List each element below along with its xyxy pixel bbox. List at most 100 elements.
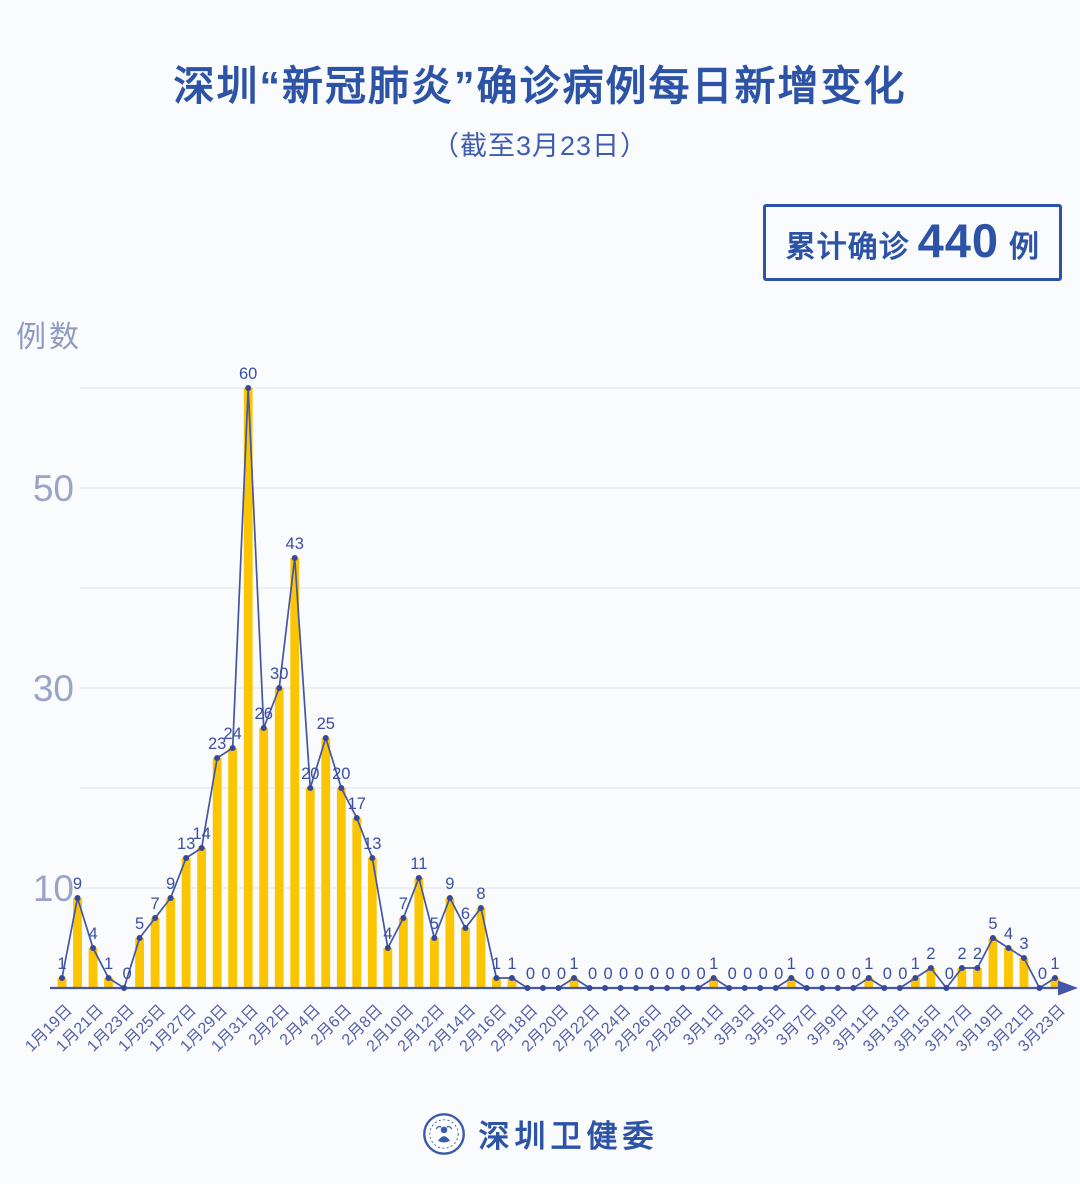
bar bbox=[864, 978, 874, 988]
value-label: 5 bbox=[135, 915, 144, 933]
page-header: 深圳“新冠肺炎”确诊病例每日新增变化 （截至3月23日） bbox=[0, 0, 1080, 163]
data-point-dot bbox=[741, 985, 748, 991]
value-label: 0 bbox=[1038, 965, 1047, 983]
bar bbox=[910, 978, 920, 988]
data-point-dot bbox=[865, 975, 872, 981]
value-label: 2 bbox=[926, 945, 935, 963]
bar bbox=[988, 938, 998, 988]
x-tick-label: 1月27日 bbox=[146, 1002, 200, 1056]
x-tick-label: 3月7日 bbox=[773, 1002, 820, 1049]
value-label: 1 bbox=[787, 955, 796, 973]
value-label: 0 bbox=[836, 965, 845, 983]
value-label: 1 bbox=[709, 955, 718, 973]
value-label: 9 bbox=[166, 875, 175, 893]
bar bbox=[104, 978, 113, 988]
data-point-dot bbox=[446, 895, 453, 901]
data-point-dot bbox=[477, 905, 484, 911]
value-label: 0 bbox=[759, 965, 768, 983]
value-label: 0 bbox=[852, 965, 861, 983]
bar bbox=[709, 978, 719, 988]
data-point-dot bbox=[90, 945, 97, 951]
bar bbox=[367, 858, 377, 988]
bar bbox=[166, 898, 176, 988]
value-label: 60 bbox=[239, 365, 257, 383]
value-label: 0 bbox=[821, 965, 830, 983]
value-label: 0 bbox=[666, 965, 675, 983]
value-label: 6 bbox=[461, 905, 470, 923]
data-point-dot bbox=[927, 965, 934, 971]
bar bbox=[445, 898, 455, 988]
value-label: 20 bbox=[301, 765, 319, 783]
data-point-dot bbox=[788, 975, 795, 981]
data-point-dot bbox=[260, 725, 267, 731]
x-tick-label: 1月21日 bbox=[53, 1002, 107, 1056]
page-subtitle: （截至3月23日） bbox=[431, 131, 649, 161]
value-label: 0 bbox=[619, 965, 628, 983]
bar bbox=[429, 938, 439, 988]
bar bbox=[321, 738, 331, 988]
data-point-dot bbox=[369, 855, 376, 861]
bar bbox=[957, 968, 967, 988]
data-point-dot bbox=[989, 935, 996, 941]
data-point-dot bbox=[167, 895, 174, 901]
data-point-dot bbox=[664, 985, 671, 991]
value-label: 1 bbox=[507, 955, 516, 973]
bar bbox=[414, 878, 424, 988]
trend-line bbox=[61, 387, 1056, 990]
data-point-dot bbox=[757, 985, 764, 991]
value-label: 0 bbox=[526, 965, 535, 983]
x-tick-label: 3月19日 bbox=[953, 1002, 1007, 1056]
value-label: 0 bbox=[883, 965, 892, 983]
value-label: 14 bbox=[192, 825, 210, 843]
value-label: 1 bbox=[104, 955, 113, 973]
value-label: 7 bbox=[399, 895, 408, 913]
x-tick-label: 2月28日 bbox=[643, 1002, 697, 1056]
x-tick-label: 2月16日 bbox=[457, 1002, 511, 1056]
value-label: 0 bbox=[122, 965, 131, 983]
badge-prefix-label: 累计确诊 bbox=[785, 231, 910, 264]
value-label: 1 bbox=[492, 955, 501, 973]
value-label: 3 bbox=[1019, 935, 1028, 953]
data-point-dot bbox=[183, 855, 190, 861]
data-point-dot bbox=[400, 915, 407, 921]
bar bbox=[73, 898, 82, 988]
data-point-dot bbox=[834, 985, 841, 991]
bar bbox=[305, 788, 315, 988]
x-tick-label: 1月23日 bbox=[84, 1002, 138, 1056]
data-point-dot bbox=[245, 385, 252, 391]
data-point-dot bbox=[214, 755, 221, 761]
x-tick-label: 3月9日 bbox=[804, 1002, 851, 1049]
badge-suffix-label: 例 bbox=[1009, 231, 1039, 264]
bar bbox=[1050, 978, 1060, 988]
org-name: 深圳卫健委 bbox=[478, 1119, 659, 1154]
value-label: 0 bbox=[650, 965, 659, 983]
data-point-dot bbox=[679, 985, 686, 991]
data-point-dot bbox=[602, 985, 609, 991]
x-tick-label: 3月23日 bbox=[1015, 1002, 1069, 1056]
bar bbox=[135, 938, 144, 988]
x-tick-label: 2月4日 bbox=[277, 1002, 324, 1049]
value-label: 25 bbox=[317, 715, 335, 733]
value-label: 8 bbox=[476, 885, 485, 903]
data-point-dot bbox=[415, 875, 422, 881]
bar bbox=[243, 388, 253, 988]
data-point-dot bbox=[121, 985, 128, 991]
x-tick-label: 3月1日 bbox=[680, 1002, 727, 1049]
data-point-dot bbox=[462, 925, 469, 931]
x-tick-label: 2月26日 bbox=[612, 1002, 666, 1056]
x-tick-label: 2月2日 bbox=[246, 1002, 293, 1049]
data-point-dot bbox=[136, 935, 143, 941]
value-label: 0 bbox=[541, 965, 550, 983]
value-label: 5 bbox=[988, 915, 997, 933]
data-point-dot bbox=[198, 845, 205, 851]
bar bbox=[352, 818, 362, 988]
data-point-dot bbox=[493, 975, 500, 981]
bar bbox=[197, 848, 207, 988]
value-label: 20 bbox=[332, 765, 350, 783]
x-tick-label: 3月3日 bbox=[711, 1002, 758, 1049]
x-tick-label: 2月8日 bbox=[339, 1002, 386, 1049]
x-tick-label: 3月21日 bbox=[984, 1002, 1038, 1056]
x-tick-label: 2月12日 bbox=[395, 1002, 449, 1056]
page-footer: 深圳卫健委 bbox=[0, 1111, 1080, 1156]
value-label: 0 bbox=[728, 965, 737, 983]
